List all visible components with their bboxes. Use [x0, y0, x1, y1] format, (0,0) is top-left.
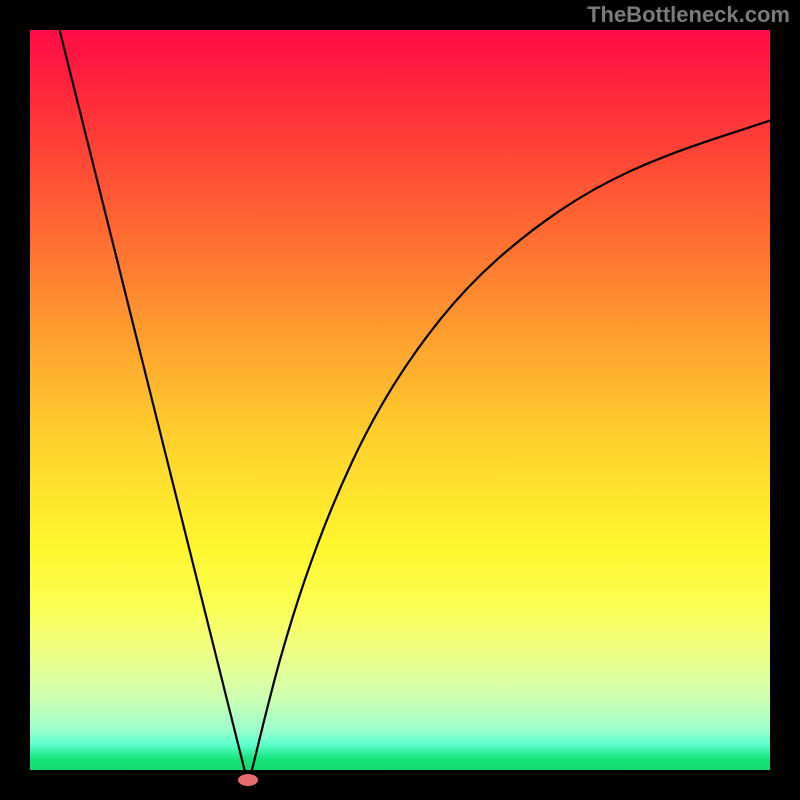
vertex-marker [238, 774, 258, 786]
watermark-text: TheBottleneck.com [587, 2, 790, 28]
bottleneck-curve [60, 30, 770, 785]
curve-layer [30, 30, 770, 785]
plot-area [30, 30, 770, 785]
